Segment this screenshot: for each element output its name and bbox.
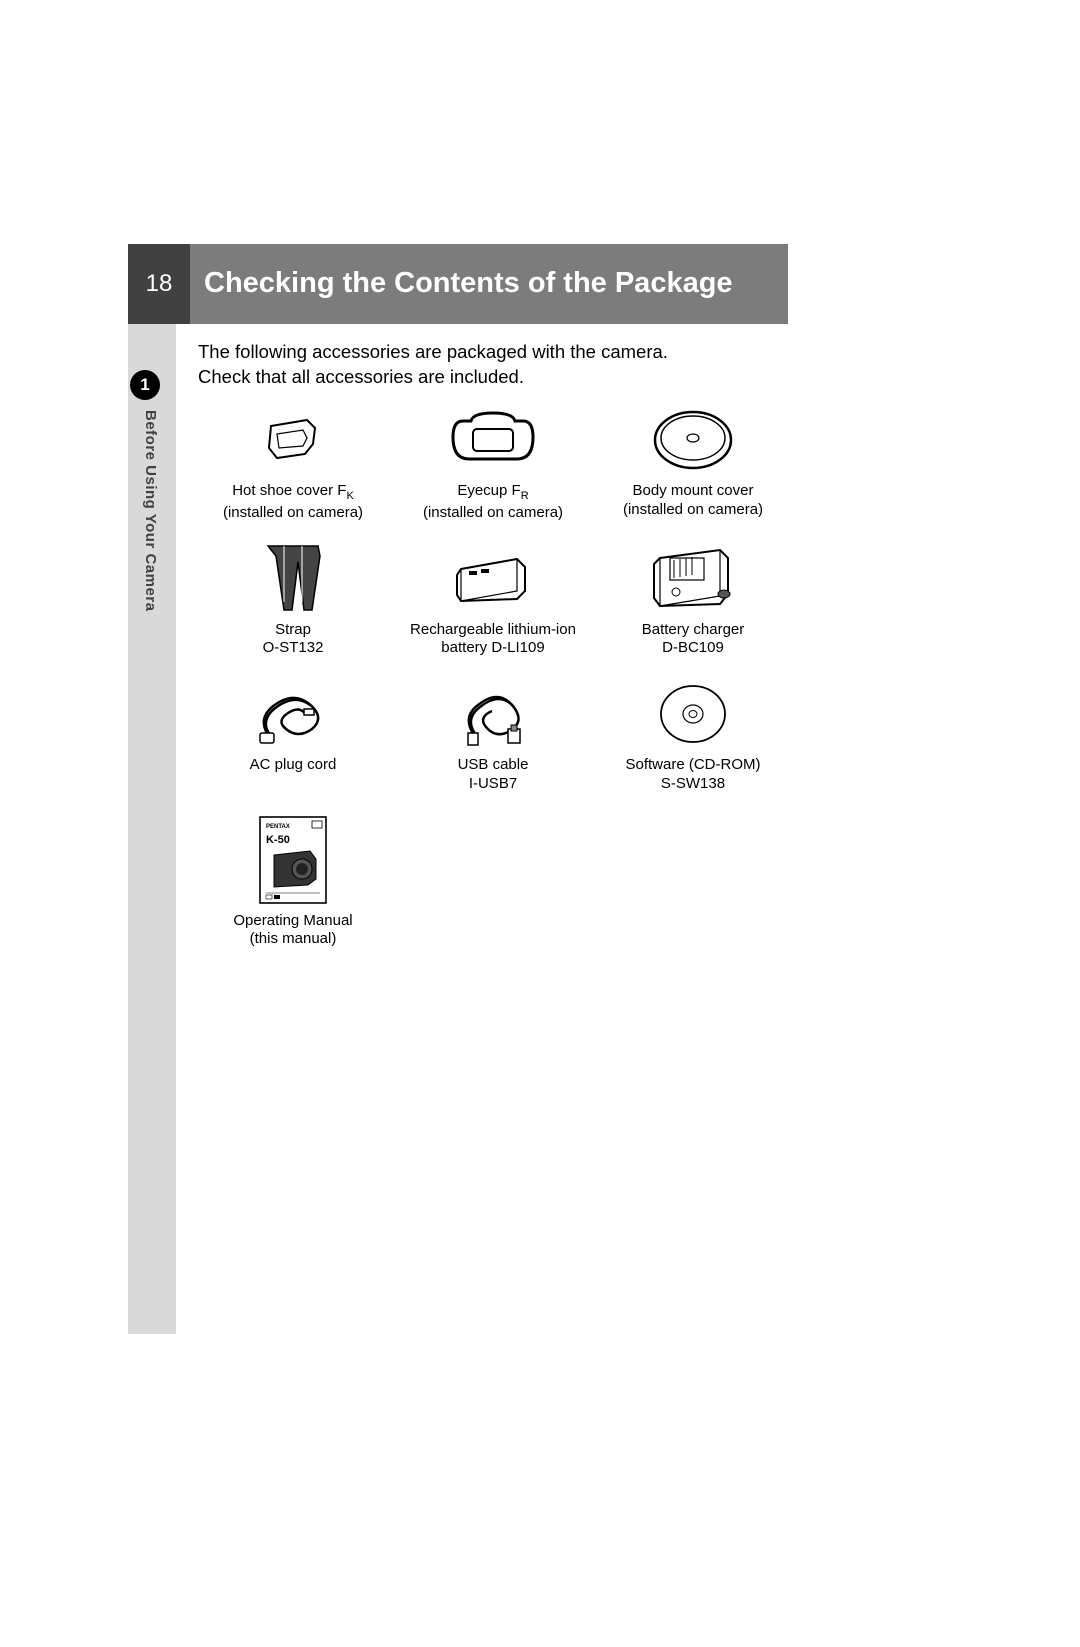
item-label: Rechargeable lithium-ion battery D-LI109 (410, 621, 576, 659)
chapter-number-badge: 1 (130, 370, 160, 400)
usb-cable-icon (433, 676, 553, 752)
strap-icon (233, 541, 353, 617)
page-title: Checking the Contents of the Package (190, 244, 788, 324)
item-label: Body mount cover (installed on camera) (623, 482, 763, 520)
item-label: USB cable I-USB7 (458, 756, 529, 794)
battery-icon (433, 541, 553, 617)
item-label: Software (CD-ROM) S-SW138 (625, 756, 760, 794)
body-mount-cover-icon (633, 402, 753, 478)
chapter-title-vertical: Before Using Your Camera (142, 410, 159, 612)
manual-icon: PENTAX K-50 (233, 812, 353, 908)
svg-text:K-50: K-50 (266, 834, 290, 846)
ac-cord-icon (233, 676, 353, 752)
item-usb-cable: USB cable I-USB7 (398, 676, 588, 794)
item-battery: Rechargeable lithium-ion battery D-LI109 (398, 541, 588, 659)
item-label: Battery charger D-BC109 (642, 621, 745, 659)
item-cd-rom: Software (CD-ROM) S-SW138 (598, 676, 788, 794)
item-body-mount-cover: Body mount cover (installed on camera) (598, 402, 788, 523)
intro-text: The following accessories are packaged w… (198, 340, 788, 390)
cd-rom-icon (633, 676, 753, 752)
item-label: AC plug cord (250, 756, 337, 775)
item-ac-cord: AC plug cord (198, 676, 388, 794)
item-label: Eyecup FR(installed on camera) (423, 482, 563, 523)
page-number: 18 (128, 244, 190, 324)
accessories-grid: Hot shoe cover FK(installed on camera) E… (198, 402, 788, 949)
item-label: Hot shoe cover FK(installed on camera) (223, 482, 363, 523)
intro-line-1: The following accessories are packaged w… (198, 341, 668, 362)
item-eyecup: Eyecup FR(installed on camera) (398, 402, 588, 523)
item-charger: Battery charger D-BC109 (598, 541, 788, 659)
intro-line-2: Check that all accessories are included. (198, 366, 524, 387)
item-label: Operating Manual (this manual) (233, 912, 352, 950)
svg-text:PENTAX: PENTAX (266, 824, 290, 830)
charger-icon (633, 541, 753, 617)
hot-shoe-cover-icon (233, 402, 353, 478)
item-label: Strap O-ST132 (263, 621, 324, 659)
item-hot-shoe-cover: Hot shoe cover FK(installed on camera) (198, 402, 388, 523)
sidebar-background (128, 244, 176, 1334)
eyecup-icon (433, 402, 553, 478)
item-manual: PENTAX K-50 Operating Manual (this manua… (198, 812, 388, 950)
item-strap: Strap O-ST132 (198, 541, 388, 659)
